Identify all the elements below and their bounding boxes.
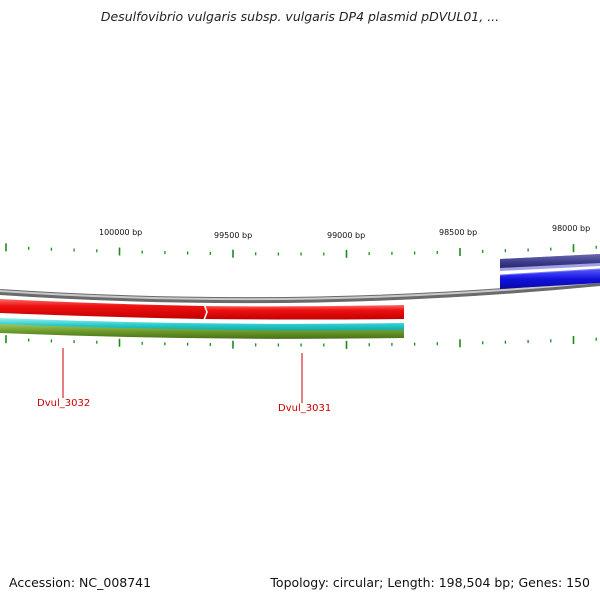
length-value: 198,504 bp; [438,575,515,590]
topology-label: Topology: [270,575,329,590]
gene-Dvul_3032[interactable] [0,299,204,319]
scale-labels: 100000 bp 99500 bp 99000 bp 98500 bp 980… [99,224,590,240]
scale-label-100000: 100000 bp [99,228,142,237]
gene-label-Dvul_3032[interactable]: Dvul_3032 [37,398,90,409]
gene-junction [203,303,208,321]
scale-label-98000: 98000 bp [552,224,590,233]
map-title: Desulfovibrio vulgaris subsp. vulgaris D… [100,9,500,24]
scale-ticks-top [5,243,597,258]
accession-label: Accession: [9,575,76,590]
gene-Dvul_3031[interactable] [204,305,404,320]
track-olive [0,324,404,339]
gene-blue[interactable] [499,268,600,289]
accession-line: Accession: NC_008741 [9,575,151,590]
scale-label-98500: 98500 bp [439,228,477,237]
length-label: Length: [387,575,435,590]
scale-label-99000: 99000 bp [327,231,365,240]
topology-line: Topology: circular; Length: 198,504 bp; … [270,575,590,590]
gene-label-Dvul_3031[interactable]: Dvul_3031 [278,403,331,414]
genes-label: Genes: [518,575,563,590]
plasmid-backbone [0,280,600,304]
genes-value: 150 [566,575,590,590]
scale-ticks-bottom [5,335,597,349]
gene-navy-lavender[interactable] [500,254,600,271]
topology-value: circular; [332,575,384,590]
scale-label-99500: 99500 bp [214,231,252,240]
accession-value: NC_008741 [79,575,152,590]
